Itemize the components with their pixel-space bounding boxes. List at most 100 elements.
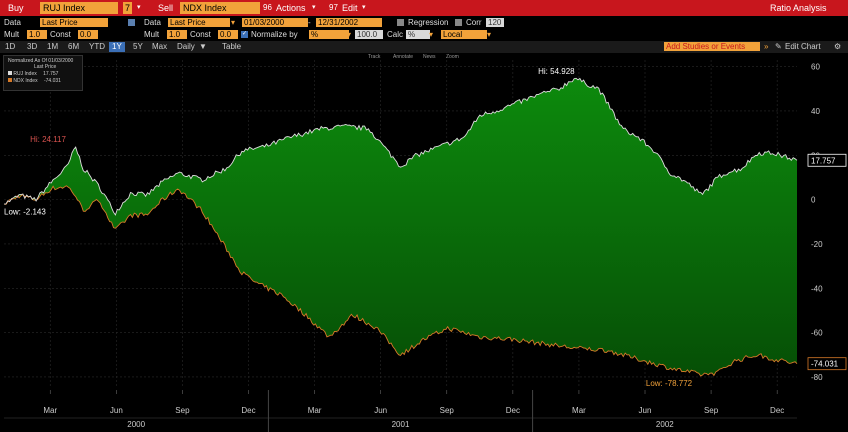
chart-lines — [3, 77, 798, 377]
x-tick-label: Sep — [440, 406, 455, 415]
security2-field[interactable]: NDX Index — [180, 2, 260, 14]
chart-tool-annotate[interactable]: Annotate — [393, 54, 414, 60]
const-label: Const — [50, 30, 71, 39]
mult-field[interactable]: 1.0 — [27, 30, 47, 39]
normalize-chevron-icon[interactable]: ▾ — [347, 30, 352, 39]
x-tick-label: Sep — [704, 406, 719, 415]
y-tick-label: 0 — [811, 196, 816, 205]
normalize-field[interactable]: % — [309, 30, 349, 39]
page-title: Ratio Analysis — [770, 3, 827, 13]
studies-input[interactable]: Add Studies or Events — [664, 42, 760, 51]
x-tick-label: Dec — [506, 406, 520, 415]
annotation-label: Low: -78.772 — [646, 379, 693, 388]
ratio-chart[interactable]: 6040200-20-40-60-80 MarJunSepDecMarJunSe… — [0, 54, 848, 432]
chevron-down-icon[interactable]: ▾ — [137, 4, 141, 11]
data2-field[interactable]: Last Price — [168, 18, 230, 27]
last-value-ruj: 17.757 — [807, 153, 847, 167]
x-tick-label: Dec — [770, 406, 784, 415]
year-label: 2001 — [392, 420, 410, 429]
normalize-base-field[interactable]: 100.0 — [355, 30, 383, 39]
x-tick-label: Jun — [110, 406, 123, 415]
y-tick-label: 40 — [811, 107, 820, 116]
frequency-chevron-icon[interactable]: ▼ — [199, 42, 207, 51]
corr-checkbox[interactable] — [455, 19, 462, 26]
mult-row: Mult 1.0 Const 0.0 Mult 1.0 Const 0.0 ✓ … — [0, 29, 848, 40]
const2-label: Const — [190, 30, 211, 39]
legend-title: Normalized As Of 01/03/2000 — [8, 58, 74, 64]
last-value-ruj-box — [807, 153, 847, 167]
y-tick-label: -80 — [811, 373, 823, 382]
slot-number-field[interactable]: 7 — [123, 2, 132, 14]
y-tick-label: 60 — [811, 63, 820, 72]
x-tick-label: Mar — [572, 406, 586, 415]
calc-field[interactable]: % — [406, 30, 430, 39]
data2-label: Data — [144, 18, 161, 27]
series2-color-icon[interactable] — [128, 19, 135, 26]
mult2-field[interactable]: 1.0 — [167, 30, 187, 39]
actions-number[interactable]: 96 — [263, 3, 272, 12]
frequency-dropdown[interactable]: Daily — [177, 42, 195, 51]
data-field[interactable]: Last Price — [40, 18, 108, 27]
x-tick-label: Mar — [43, 406, 57, 415]
corr-field[interactable]: 120 — [486, 18, 504, 27]
date-separator: - — [308, 18, 311, 27]
last-value-ruj-text: 17.757 — [811, 156, 836, 165]
period-6m[interactable]: 6M — [68, 42, 80, 51]
edit-chart-button[interactable]: Edit Chart — [785, 42, 821, 51]
period-toolbar: 1D 3D 1M 6M YTD 1Y 5Y Max Daily ▼ Table … — [0, 41, 848, 53]
chart-tool-zoom[interactable]: Zoom — [446, 54, 459, 60]
spread-area-positive — [19, 194, 25, 199]
period-1m[interactable]: 1M — [47, 42, 59, 51]
y-axis-labels: 6040200-20-40-60-80 — [811, 63, 823, 382]
edit-menu[interactable]: Edit — [342, 3, 358, 13]
studies-chevron-icon[interactable]: » — [764, 42, 769, 51]
annotation-label: Low: -2.143 — [4, 207, 46, 216]
table-button[interactable]: Table — [222, 42, 242, 51]
x-tick-label: Mar — [308, 406, 322, 415]
period-1d[interactable]: 1D — [5, 42, 16, 51]
const2-field[interactable]: 0.0 — [218, 30, 238, 39]
calc-chevron-icon[interactable]: ▾ — [429, 30, 434, 39]
edit-chevron-icon[interactable]: ▾ — [362, 4, 366, 11]
edit-chart-icon[interactable]: ✎ — [775, 42, 782, 51]
period-5y[interactable]: 5Y — [133, 42, 143, 51]
mult-label: Mult — [4, 30, 20, 39]
actions-chevron-icon[interactable]: ▾ — [312, 4, 316, 11]
last-value-ndx: -74.031 — [807, 357, 847, 371]
period-3d[interactable]: 3D — [27, 42, 38, 51]
period-max[interactable]: Max — [152, 42, 168, 51]
series-line-ruj — [3, 77, 798, 216]
security1-field[interactable]: RUJ Index — [40, 2, 118, 14]
legend-entry-ndx: NDX Index -74.031 — [8, 78, 61, 84]
chart-settings-icon[interactable]: ⚙ — [834, 42, 842, 51]
last-value-ndx-text: -74.031 — [811, 360, 839, 369]
regression-label: Regression — [408, 18, 449, 27]
data-row: Data Last Price Data Last Price ▾ 01/03/… — [0, 17, 848, 28]
x-tick-label: Dec — [241, 406, 255, 415]
local-field[interactable]: Local — [441, 30, 487, 39]
normalize-label: Normalize by — [251, 30, 298, 39]
chart-tool-track[interactable]: Track — [368, 54, 381, 60]
series-line-ndx — [3, 185, 798, 377]
edit-number[interactable]: 97 — [329, 3, 338, 12]
x-tick-label: Jun — [639, 406, 652, 415]
mult2-label: Mult — [144, 30, 160, 39]
end-date-field[interactable]: 12/31/2002 — [316, 18, 382, 27]
regression-checkbox[interactable] — [397, 19, 404, 26]
corr-label: Corr — [466, 18, 482, 27]
data2-chevron-icon[interactable]: ▾ — [231, 18, 236, 27]
function-toolbar: Buy RUJ Index 7 ▾ Sell NDX Index 96 Acti… — [0, 0, 848, 16]
legend-subtitle: Last Price — [34, 64, 57, 70]
annotation-label: Hi: 54.928 — [538, 67, 575, 76]
last-value-ndx-box — [807, 357, 847, 371]
period-ytd[interactable]: YTD — [89, 42, 105, 51]
x-tick-label: Jun — [374, 406, 387, 415]
chart-tool-news[interactable]: News — [423, 54, 436, 60]
period-1y[interactable]: 1Y — [109, 42, 125, 52]
local-chevron-icon[interactable]: ▾ — [487, 30, 492, 39]
start-date-field[interactable]: 01/03/2000 — [242, 18, 308, 27]
normalize-checkbox[interactable]: ✓ — [241, 31, 248, 38]
actions-menu[interactable]: Actions — [276, 3, 306, 13]
y-tick-label: -40 — [811, 284, 823, 293]
const-field[interactable]: 0.0 — [78, 30, 98, 39]
